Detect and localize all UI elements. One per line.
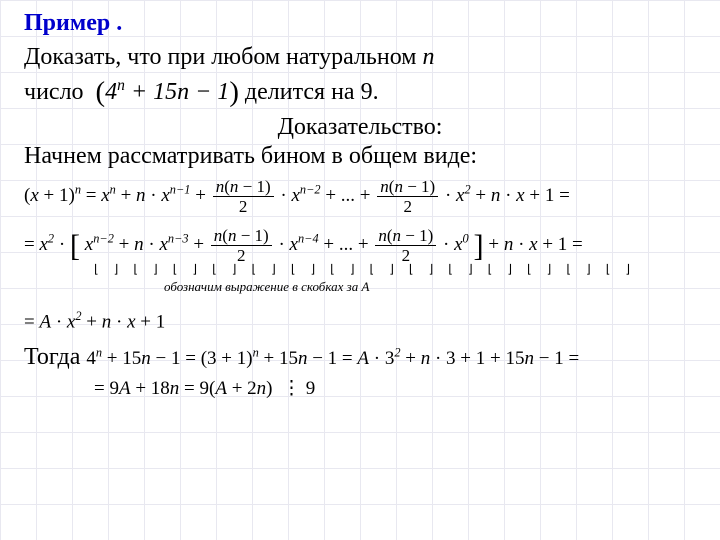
proof-label: Доказательство:	[24, 114, 696, 141]
statement-suffix: делится на 9.	[245, 79, 379, 105]
equation-2: = x2 · [ xn−2 + n · xn−3 + n(n − 1)2 · x…	[24, 227, 696, 277]
then-line: Тогда 4n + 15n − 1 = (3 + 1)n + 15n − 1 …	[24, 344, 696, 371]
binom-intro: Начнем рассматривать бином в общем виде:	[24, 143, 696, 170]
then-word: Тогда	[24, 344, 80, 370]
equation-1: (x + 1)n = xn + n · xn−1 + n(n − 1)2 · x…	[24, 178, 696, 215]
example-title: Пример .	[24, 10, 696, 37]
statement-prefix: Доказать, что при любом натуральном	[24, 44, 422, 70]
problem-statement: Доказать, что при любом натуральном n чи…	[24, 41, 696, 112]
underbrace-dots: ⌊ ⌋ ⌊ ⌋ ⌊ ⌋ ⌊ ⌋ ⌊ ⌋ ⌊ ⌋ ⌊ ⌋ ⌊ ⌋ ⌊ ⌋ ⌊ ⌋ …	[94, 262, 696, 277]
statement-var: n	[422, 44, 434, 70]
word-number: число	[24, 79, 84, 105]
equation-5: = 9A + 18n = 9(A + 2n) ⋮ 9	[94, 377, 696, 400]
equation-4: 4n + 15n − 1 = (3 + 1)n + 15n − 1 = A · …	[86, 348, 579, 369]
equation-3: = A · x2 + n · x + 1	[24, 309, 696, 333]
bracket-annotation: обозначим выражение в скобках за A	[164, 279, 696, 295]
